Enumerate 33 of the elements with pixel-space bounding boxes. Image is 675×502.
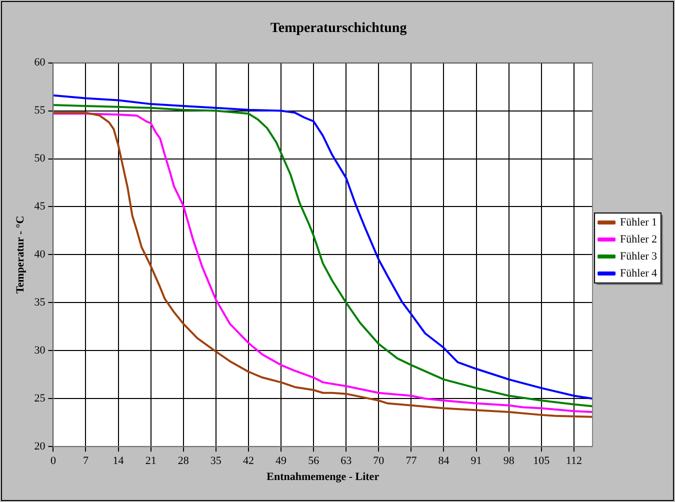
x-tick-label: 49 — [276, 455, 288, 468]
x-tick-label: 42 — [242, 455, 254, 468]
y-tick-label: 50 — [34, 152, 46, 165]
y-tick-label: 25 — [34, 392, 46, 405]
x-tick-label: 28 — [178, 455, 190, 468]
y-tick-label: 60 — [34, 56, 46, 69]
y-tick-label: 40 — [34, 248, 46, 261]
x-tick-label: 91 — [470, 455, 482, 468]
x-tick-label: 84 — [438, 455, 450, 468]
y-tick-label: 30 — [34, 344, 46, 357]
x-tick-label: 35 — [210, 455, 222, 468]
chart-title: Temperaturschichtung — [270, 21, 407, 36]
x-tick-label: 98 — [503, 455, 515, 468]
legend-label: Fühler 1 — [620, 216, 658, 228]
x-tick-label: 105 — [533, 455, 550, 468]
x-tick-label: 0 — [50, 455, 56, 468]
legend-label: Fühler 3 — [620, 250, 658, 262]
x-tick-label: 70 — [373, 455, 385, 468]
x-tick-label: 63 — [340, 455, 352, 468]
x-tick-label: 21 — [145, 455, 156, 468]
x-tick-label: 112 — [566, 455, 582, 468]
x-tick-label: 77 — [406, 455, 418, 468]
legend-label: Fühler 2 — [620, 233, 658, 246]
y-tick-label: 20 — [34, 440, 46, 452]
y-tick-label: 35 — [34, 296, 46, 309]
y-tick-label: 55 — [34, 104, 46, 117]
x-tick-label: 56 — [308, 455, 320, 468]
x-tick-label: 7 — [82, 455, 89, 468]
x-axis-title: Entnahmemenge - Liter — [266, 471, 380, 484]
y-tick-label: 45 — [34, 200, 46, 213]
legend-label: Fühler 4 — [620, 267, 658, 280]
y-axis-title: Temperatur - °C — [14, 216, 26, 294]
x-tick-label: 14 — [112, 455, 124, 468]
